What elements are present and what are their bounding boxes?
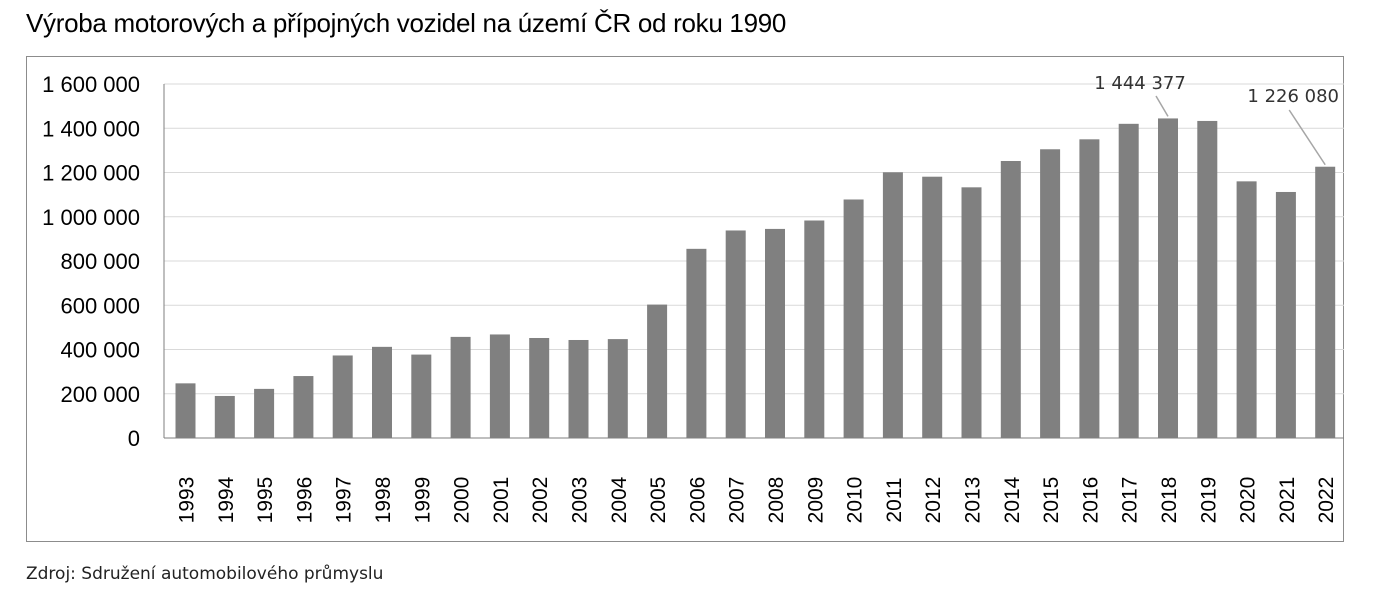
bar-1999 — [411, 354, 432, 438]
y-tick-label: 800 000 — [60, 249, 140, 274]
y-tick-label: 1 600 000 — [42, 72, 140, 97]
x-tick-label: 2004 — [608, 476, 631, 523]
y-tick-label: 0 — [128, 426, 140, 451]
y-tick-label: 600 000 — [60, 293, 140, 318]
x-tick-label: 1996 — [293, 477, 316, 524]
x-tick-label: 2020 — [1237, 477, 1260, 524]
x-tick-label: 2001 — [490, 477, 513, 524]
bar-2001 — [489, 334, 510, 438]
chart-frame — [26, 56, 1344, 542]
bar-chart: 0 200 000 400 000 600 000 800 000 1 000 000 1 … — [42, 72, 1344, 524]
bar-1993 — [175, 383, 196, 438]
x-tick-label: 2021 — [1276, 477, 1299, 524]
bar-2018 — [1158, 118, 1178, 439]
bar-2015 — [1040, 149, 1061, 439]
x-tick-label: 2009 — [804, 477, 827, 524]
bar-2017 — [1118, 123, 1139, 438]
y-tick-label: 1 200 000 — [42, 161, 140, 186]
data-label-2018: 1 444 377 — [1094, 73, 1186, 94]
x-tick-label: 2007 — [726, 477, 749, 524]
bar-2020 — [1236, 181, 1257, 438]
bar-2005 — [647, 304, 668, 438]
y-tick-label: 1 000 000 — [42, 205, 140, 230]
x-tick-label: 2017 — [1119, 477, 1142, 524]
bar-2013 — [961, 187, 982, 438]
x-tick-label: 2014 — [1001, 476, 1024, 523]
bar-2002 — [529, 337, 550, 438]
bar-2012 — [922, 176, 943, 439]
x-tick-label: 2015 — [1040, 477, 1063, 524]
leader-line — [1155, 95, 1169, 117]
x-tick-label: 2011 — [883, 477, 906, 522]
bar-2006 — [686, 248, 707, 438]
x-tick-label: 2003 — [569, 477, 592, 524]
bar-2016 — [1079, 139, 1100, 438]
x-tick-label: 1995 — [254, 477, 277, 524]
x-tick-label: 1999 — [411, 477, 434, 524]
x-tick-label: 2008 — [765, 477, 788, 524]
bar-2019 — [1197, 120, 1218, 438]
bar-1996 — [293, 376, 314, 438]
bar-1994 — [214, 395, 235, 438]
x-tick-label: 2016 — [1079, 477, 1102, 524]
data-label-2022: 1 226 080 — [1247, 86, 1339, 107]
x-tick-label: 2000 — [451, 477, 474, 524]
bar-1995 — [254, 388, 275, 438]
x-tick-label: 2010 — [844, 477, 867, 524]
bar-2007 — [725, 230, 746, 438]
x-tick-label: 1993 — [176, 477, 199, 524]
bar-1997 — [332, 355, 353, 438]
x-tick-label: 2019 — [1197, 477, 1220, 524]
bar-2011 — [882, 172, 903, 438]
source-note: Zdroj: Sdružení automobilového průmyslu — [26, 564, 384, 584]
x-tick-label: 2002 — [529, 477, 552, 524]
x-tick-label: 2005 — [647, 477, 670, 524]
x-tick-label: 2006 — [686, 477, 709, 524]
x-tick-label: 1998 — [372, 477, 395, 524]
bar-2010 — [843, 199, 864, 438]
x-tick-label: 2022 — [1315, 477, 1338, 524]
bar-2000 — [450, 336, 471, 438]
x-tick-label: 1997 — [333, 477, 356, 524]
y-tick-label: 1 400 000 — [42, 116, 140, 141]
bar-2014 — [1000, 160, 1021, 438]
bar-2003 — [568, 339, 589, 438]
bar-1998 — [372, 346, 392, 438]
x-tick-label: 1994 — [215, 476, 238, 523]
x-tick-label: 2012 — [922, 477, 945, 524]
y-tick-label: 200 000 — [60, 382, 140, 407]
bar-2021 — [1275, 191, 1296, 438]
bar-2022 — [1315, 166, 1336, 438]
x-tick-label: 2013 — [962, 477, 985, 524]
y-tick-label: 400 000 — [60, 338, 140, 363]
chart-title: Výroba motorových a přípojných vozidel n… — [26, 8, 787, 38]
bar-2004 — [607, 339, 628, 438]
bar-2009 — [804, 220, 825, 438]
x-tick-label: 2018 — [1158, 477, 1181, 524]
leader-line — [1288, 109, 1326, 166]
bar-2008 — [765, 228, 785, 438]
